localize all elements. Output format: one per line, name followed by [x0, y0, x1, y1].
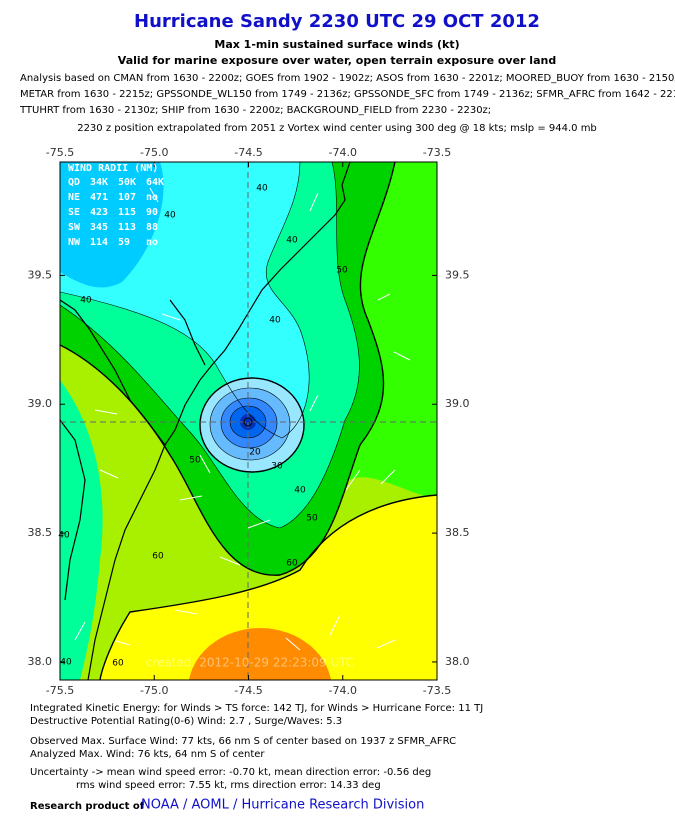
contour-label: 40 — [164, 211, 176, 221]
x-tick-label: -74.5 — [234, 146, 262, 159]
contour-label: 20 — [249, 448, 261, 458]
watermark: created: 2012-10-29 22:23:09 UTC — [146, 656, 355, 670]
x-tick-label: -73.5 — [423, 684, 451, 697]
radii-header: 34K — [90, 177, 108, 188]
contour-label: 40 — [58, 531, 70, 541]
footer-line: Destructive Potential Rating(0-6) Wind: … — [30, 716, 342, 727]
radii-cell: NE — [68, 192, 80, 203]
subtitle: Max 1-min sustained surface winds (kt) — [214, 38, 459, 51]
radii-cell: no — [146, 192, 158, 203]
radii-title: WIND RADII (NM) — [68, 163, 158, 174]
credit: NOAA / AOML / Hurricane Research Divisio… — [141, 798, 424, 813]
radii-cell: 345 — [90, 222, 108, 233]
radii-cell: 423 — [90, 207, 108, 218]
y-tick-label: 38.0 — [28, 655, 53, 668]
y-tick-label: 39.5 — [28, 268, 53, 281]
x-tick-label: -75.5 — [46, 684, 74, 697]
analysis-line: TTUHRT from 1630 - 2130z; SHIP from 1630… — [19, 105, 491, 116]
radii-cell: no — [146, 237, 158, 248]
wind-field — [60, 162, 437, 680]
footer-line: rms wind speed error: 7.55 kt, rms direc… — [76, 780, 381, 791]
radii-cell: 107 — [118, 192, 136, 203]
contour-label: 40 — [256, 184, 268, 194]
footer-line: Integrated Kinetic Energy: for Winds > T… — [30, 703, 483, 714]
x-tick-label: -74.0 — [329, 146, 357, 159]
footer-line: Uncertainty -> mean wind speed error: -0… — [30, 767, 431, 778]
x-tick-label: -74.0 — [329, 684, 357, 697]
radii-cell: 471 — [90, 192, 108, 203]
y-tick-label: 39.0 — [445, 397, 470, 410]
credit-prefix: Research product of — [30, 801, 145, 812]
y-tick-label: 38.5 — [28, 526, 53, 539]
x-tick-label: -75.0 — [140, 146, 168, 159]
x-tick-label: -73.5 — [423, 146, 451, 159]
radii-cell: 114 — [90, 237, 108, 248]
contour-label: 40 — [294, 486, 306, 496]
x-tick-label: -75.0 — [140, 684, 168, 697]
radii-cell: SW — [68, 222, 81, 233]
radii-cell: 88 — [146, 222, 158, 233]
contour-label: 40 — [60, 658, 72, 668]
contour-label: 40 — [269, 316, 281, 326]
contour-label: 40 — [286, 236, 298, 246]
y-tick-label: 38.5 — [445, 526, 470, 539]
footer-line: Observed Max. Surface Wind: 77 kts, 66 n… — [30, 736, 456, 747]
radii-cell: NW — [68, 237, 81, 248]
contour-label: 60 — [286, 559, 298, 569]
subtitle: Valid for marine exposure over water, op… — [118, 54, 556, 67]
contour-label: 50 — [306, 514, 318, 524]
y-tick-label: 38.0 — [445, 655, 470, 668]
radii-header: 50K — [118, 177, 136, 188]
contour-label: 60 — [112, 659, 124, 669]
radii-header: QD — [68, 177, 80, 188]
contour-label: 50 — [189, 456, 201, 466]
contour-label: 60 — [152, 552, 164, 562]
y-tick-label: 39.0 — [28, 397, 53, 410]
x-tick-label: -74.5 — [234, 684, 262, 697]
analysis-line: Analysis based on CMAN from 1630 - 2200z… — [20, 73, 675, 84]
y-tick-label: 39.5 — [445, 268, 470, 281]
radii-cell: 90 — [146, 207, 158, 218]
analysis-line: METAR from 1630 - 2215z; GPSSONDE_WL150 … — [20, 89, 675, 100]
radii-header: 64K — [146, 177, 164, 188]
title: Hurricane Sandy 2230 UTC 29 OCT 2012 — [134, 11, 540, 32]
contour-label: 40 — [80, 296, 92, 306]
contour-label: 50 — [336, 266, 348, 276]
overlay: -75.5 -75.5 -75.0 -75.0 -74.5 -74.5 -74.0 -74.0… — [28, 146, 470, 697]
radii-cell: SE — [68, 207, 80, 218]
footer-line: Analyzed Max. Wind: 76 kts, 64 nm S of c… — [30, 749, 265, 760]
radii-cell: 59 — [118, 237, 130, 248]
contour-label: 30 — [271, 462, 283, 472]
position-note: 2230 z position extrapolated from 2051 z… — [77, 123, 597, 134]
radii-cell: 113 — [118, 222, 136, 233]
x-tick-label: -75.5 — [46, 146, 74, 159]
radii-cell: 115 — [118, 207, 136, 218]
